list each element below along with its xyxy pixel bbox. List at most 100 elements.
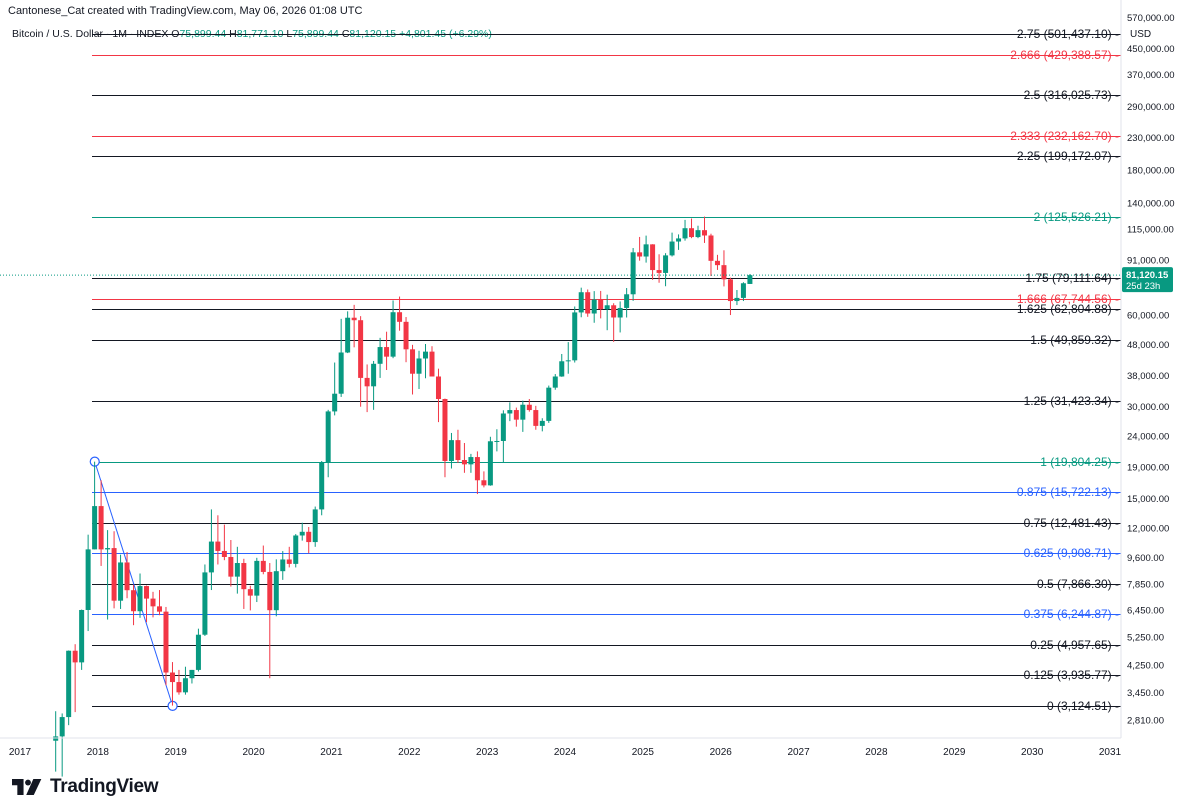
candle-body: [377, 347, 383, 364]
fib-label-level: 2.666: [1010, 48, 1043, 62]
candle-body: [455, 440, 461, 460]
fib-label-1-666: 1.666 (67,744.56) -: [1017, 292, 1119, 306]
fib-label-1-25: 1.25 (31,423.34) -: [1024, 394, 1119, 408]
fib-label-dash: -: [1112, 149, 1119, 163]
candle-body: [228, 556, 234, 577]
candle-body: [273, 571, 279, 611]
candle: [325, 409, 331, 478]
fib-label-dash: -: [1112, 546, 1119, 560]
candle: [332, 362, 338, 416]
price-tick-label: 6,450.00: [1127, 605, 1164, 616]
candle-body: [689, 228, 695, 238]
fib-label-0-75: 0.75 (12,481.43) -: [1024, 516, 1119, 530]
price-tick-label: 19,000.00: [1127, 463, 1169, 474]
fib-labels: 2.75 (501,437.10) -2.666 (429,388.57) -2…: [1010, 27, 1119, 713]
fib-label-dash: -: [1112, 333, 1119, 347]
candle-body: [241, 563, 247, 590]
candle-body: [332, 393, 338, 412]
fib-label-2-666: 2.666 (429,388.57) -: [1010, 48, 1119, 62]
fib-label-dash: -: [1112, 394, 1119, 408]
candle-body: [156, 606, 162, 612]
fib-label-2: 2 (125,526.21) -: [1034, 210, 1119, 224]
candle: [345, 311, 351, 354]
candle-body: [507, 410, 513, 414]
candle-body: [630, 252, 636, 295]
fib-label-dash: -: [1112, 292, 1119, 306]
fib-label-0-25: 0.25 (4,957.65) -: [1030, 638, 1119, 652]
candle: [578, 287, 584, 318]
candle-body: [189, 669, 195, 679]
price-tick-label: 9,600.00: [1127, 553, 1164, 564]
candle-body: [105, 548, 111, 550]
candle: [487, 436, 493, 486]
candle-body: [247, 589, 253, 596]
candle: [416, 350, 422, 389]
fib-label-dash: -: [1112, 577, 1119, 591]
candle: [695, 225, 701, 239]
time-tick-label: 2020: [242, 747, 265, 758]
fib-label-0-625: 0.625 (9,908.71) -: [1024, 546, 1119, 560]
candle-body: [617, 307, 623, 318]
fib-label-level: 0.75: [1024, 516, 1051, 530]
candle: [591, 291, 597, 323]
fib-anchor-line: [94, 461, 174, 706]
candle-body: [215, 541, 221, 551]
fib-label-dash: -: [1112, 607, 1119, 621]
fib-label-level: 2: [1034, 210, 1044, 224]
candle-body: [79, 609, 85, 663]
candle: [500, 410, 506, 464]
candle: [598, 290, 604, 319]
price-tick-label: 2,810.00: [1127, 715, 1164, 726]
candle-body: [208, 541, 214, 573]
candle: [442, 398, 448, 478]
fib-label-price: (15,722.13): [1050, 485, 1111, 499]
candle-body: [169, 672, 175, 683]
currency-label: USD: [1130, 29, 1152, 40]
candle-body: [150, 598, 156, 607]
fib-label-dash: -: [1112, 129, 1119, 143]
candle: [247, 585, 253, 611]
price-tick-label: 15,000.00: [1127, 494, 1169, 505]
candle: [507, 402, 513, 422]
candle: [312, 506, 318, 547]
time-tick-label: 2019: [165, 747, 188, 758]
candle: [656, 254, 662, 283]
price-tick-label: 290,000.00: [1127, 102, 1175, 113]
price-tick-label: 38,000.00: [1127, 371, 1169, 382]
candle: [663, 253, 669, 287]
candle: [241, 558, 247, 609]
fib-label-2-333: 2.333 (232,162.70) -: [1010, 129, 1119, 143]
candle: [156, 590, 162, 616]
candle-body: [526, 404, 532, 411]
candle: [105, 530, 111, 620]
candle-body: [468, 457, 474, 465]
fib-label-price: (3,124.51): [1057, 699, 1112, 713]
candle: [66, 650, 72, 726]
price-tick-label: 115,000.00: [1127, 225, 1174, 236]
candle: [727, 277, 733, 316]
candle-body: [442, 399, 448, 461]
candle: [435, 368, 441, 423]
candle-body: [572, 312, 578, 361]
candle-body: [312, 509, 318, 543]
candle-body: [474, 457, 480, 481]
candle: [423, 344, 429, 379]
fib-label-0-125: 0.125 (3,935.77) -: [1024, 668, 1119, 682]
symbol-legend[interactable]: Bitcoin / U.S. Dollar · 1M · INDEX O75,8…: [12, 28, 492, 40]
fib-label-price: (199,172.07): [1044, 149, 1112, 163]
candle: [643, 235, 649, 263]
candle: [708, 233, 714, 277]
fib-label-dash: -: [1112, 88, 1119, 102]
candle: [481, 471, 487, 488]
candle-body: [403, 321, 409, 350]
tradingview-logo[interactable]: TradingView: [12, 776, 159, 798]
candle: [195, 628, 201, 672]
candle-body: [280, 559, 286, 572]
candle: [701, 216, 707, 243]
fib-label-level: 2.333: [1010, 129, 1043, 143]
candle-body: [358, 320, 364, 378]
candle-body: [747, 275, 753, 284]
candle: [72, 644, 78, 713]
candle-body: [682, 228, 688, 239]
